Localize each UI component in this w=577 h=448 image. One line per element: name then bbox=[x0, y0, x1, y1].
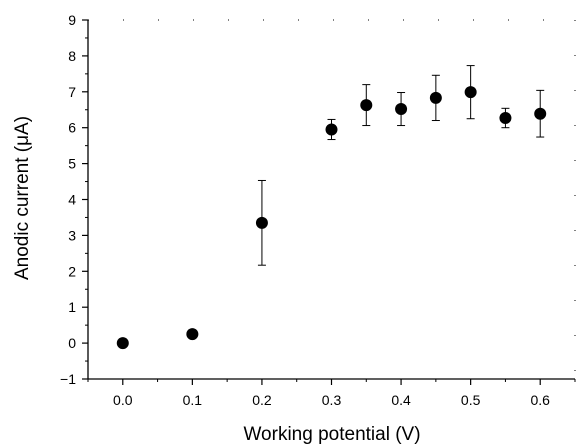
data-point bbox=[464, 86, 477, 99]
data-point bbox=[499, 112, 512, 125]
data-point bbox=[429, 91, 442, 104]
x-tick-label: 0.4 bbox=[391, 392, 411, 408]
data-point bbox=[395, 103, 408, 116]
x-tick-label: 0.3 bbox=[322, 392, 342, 408]
data-point bbox=[255, 216, 268, 229]
y-tick-label: 7 bbox=[68, 84, 76, 100]
x-axis-label: Working potential (V) bbox=[243, 424, 420, 445]
data-point bbox=[534, 107, 547, 120]
data-point bbox=[325, 123, 338, 136]
x-axis-ticks: 0.0 0.1 0.2 0.3 0.4 0.5 0.6 bbox=[87, 379, 576, 408]
x-tick-label: 0.1 bbox=[183, 392, 203, 408]
y-tick-label: 8 bbox=[68, 48, 76, 64]
y-axis-ticks: −1 0 1 2 3 4 5 6 7 8 9 bbox=[60, 12, 88, 387]
y-tick-label: 9 bbox=[68, 12, 76, 28]
error-bars bbox=[257, 65, 545, 266]
y-tick-label: 6 bbox=[68, 120, 76, 136]
x-tick-label: 0.0 bbox=[113, 392, 133, 408]
y-axis-label: Anodic current (μA) bbox=[12, 116, 33, 280]
y-tick-label: 4 bbox=[68, 192, 76, 208]
plot-frame bbox=[87, 19, 576, 380]
y-tick-label: 0 bbox=[68, 335, 76, 351]
data-points bbox=[116, 86, 547, 350]
x-tick-label: 0.2 bbox=[252, 392, 272, 408]
x-tick-label: 0.5 bbox=[461, 392, 481, 408]
y-tick-label: 1 bbox=[68, 299, 76, 315]
y-tick-label: 5 bbox=[68, 156, 76, 172]
data-point bbox=[360, 99, 373, 112]
y-tick-label: −1 bbox=[60, 371, 76, 387]
x-tick-label: 0.6 bbox=[530, 392, 550, 408]
data-point bbox=[186, 328, 199, 341]
y-tick-label: 2 bbox=[68, 263, 76, 279]
data-point bbox=[116, 337, 129, 350]
y-tick-label: 3 bbox=[68, 227, 76, 243]
